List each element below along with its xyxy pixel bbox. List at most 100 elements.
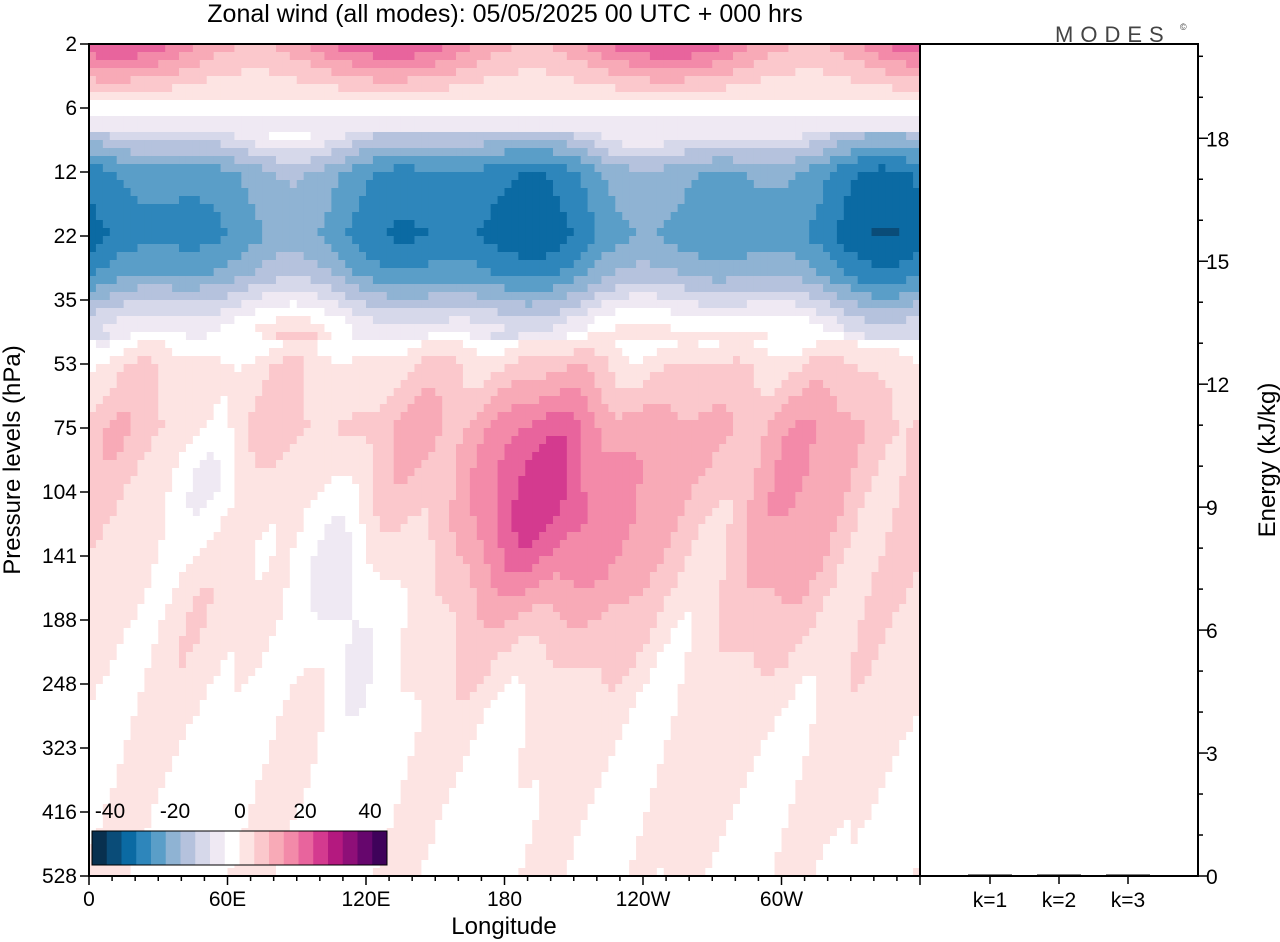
- contour-cell: [137, 364, 145, 373]
- contour-cell: [151, 140, 159, 149]
- contour-cell: [421, 84, 429, 93]
- contour-cell: [276, 132, 284, 141]
- contour-cell: [830, 284, 838, 293]
- contour-cell: [518, 332, 526, 341]
- contour-cell: [234, 244, 242, 253]
- contour-cell: [283, 324, 291, 333]
- contour-cell: [331, 124, 339, 133]
- contour-cell: [463, 284, 471, 293]
- contour-cell: [428, 340, 436, 349]
- contour-cell: [885, 316, 893, 325]
- contour-cell: [795, 108, 803, 117]
- contour-cell: [304, 52, 312, 61]
- contour-cell: [470, 220, 478, 229]
- contour-cell: [401, 100, 409, 109]
- contour-cell: [449, 228, 457, 237]
- contour-cell: [408, 372, 416, 381]
- contour-cell: [643, 220, 651, 229]
- contour-cell: [816, 124, 824, 133]
- contour-cell: [560, 220, 568, 229]
- contour-cell: [421, 148, 429, 157]
- contour-cell: [865, 260, 873, 269]
- contour-cell: [297, 244, 305, 253]
- contour-cell: [318, 84, 326, 93]
- contour-cell: [311, 180, 319, 189]
- contour-cell: [262, 204, 270, 213]
- contour-cell: [809, 116, 817, 125]
- contour-cell: [207, 172, 215, 181]
- contour-cell: [788, 196, 796, 205]
- contour-cell: [823, 52, 831, 61]
- contour-cell: [110, 332, 118, 341]
- contour-cell: [823, 156, 831, 165]
- contour-cell: [110, 316, 118, 325]
- contour-cell: [740, 244, 748, 253]
- contour-cell: [435, 300, 443, 309]
- contour-cell: [428, 140, 436, 149]
- contour-cell: [595, 260, 603, 269]
- contour-cell: [650, 292, 658, 301]
- contour-cell: [179, 196, 187, 205]
- contour-cell: [761, 220, 769, 229]
- contour-cell: [290, 364, 298, 373]
- contour-cell: [608, 196, 616, 205]
- contour-cell: [304, 76, 312, 85]
- contour-cell: [255, 228, 263, 237]
- contour-cell: [408, 100, 416, 109]
- contour-cell: [615, 332, 623, 341]
- contour-cell: [179, 164, 187, 173]
- contour-cell: [421, 124, 429, 133]
- contour-cell: [241, 260, 249, 269]
- contour-cell: [678, 52, 686, 61]
- contour-cell: [775, 300, 783, 309]
- contour-cell: [754, 108, 762, 117]
- contour-cell: [318, 76, 326, 85]
- contour-cell: [283, 220, 291, 229]
- contour-cell: [906, 52, 914, 61]
- contour-cell: [844, 84, 852, 93]
- contour-cell: [165, 284, 173, 293]
- contour-cell: [705, 364, 713, 373]
- contour-cell: [691, 172, 699, 181]
- contour-cell: [511, 204, 519, 213]
- contour-cell: [165, 212, 173, 221]
- contour-cell: [768, 44, 776, 53]
- contour-cell: [387, 148, 395, 157]
- contour-cell: [691, 236, 699, 245]
- contour-cell: [401, 76, 409, 85]
- contour-cell: [311, 268, 319, 277]
- contour-cell: [719, 252, 727, 261]
- contour-cell: [456, 260, 464, 269]
- contour-cell: [705, 308, 713, 317]
- contour-cell: [290, 124, 298, 133]
- contour-cell: [248, 220, 256, 229]
- contour-cell: [747, 124, 755, 133]
- contour-cell: [172, 284, 180, 293]
- contour-cell: [283, 228, 291, 237]
- contour-cell: [207, 212, 215, 221]
- contour-cell: [615, 156, 623, 165]
- contour-cell: [775, 212, 783, 221]
- contour-cell: [290, 292, 298, 301]
- contour-cell: [463, 140, 471, 149]
- contour-cell: [276, 212, 284, 221]
- contour-cell: [858, 260, 866, 269]
- contour-cell: [103, 300, 111, 309]
- contour-cell: [685, 340, 693, 349]
- contour-cell: [525, 292, 533, 301]
- contour-cell: [622, 116, 630, 125]
- contour-cell: [401, 156, 409, 165]
- contour-cell: [435, 60, 443, 69]
- contour-cell: [505, 148, 513, 157]
- contour-cell: [823, 212, 831, 221]
- contour-cell: [456, 68, 464, 77]
- contour-cell: [380, 236, 388, 245]
- contour-cell: [435, 372, 443, 381]
- contour-cell: [435, 212, 443, 221]
- contour-cell: [595, 324, 603, 333]
- contour-cell: [601, 252, 609, 261]
- contour-cell: [705, 124, 713, 133]
- contour-cell: [726, 140, 734, 149]
- contour-cell: [685, 324, 693, 333]
- contour-cell: [214, 156, 222, 165]
